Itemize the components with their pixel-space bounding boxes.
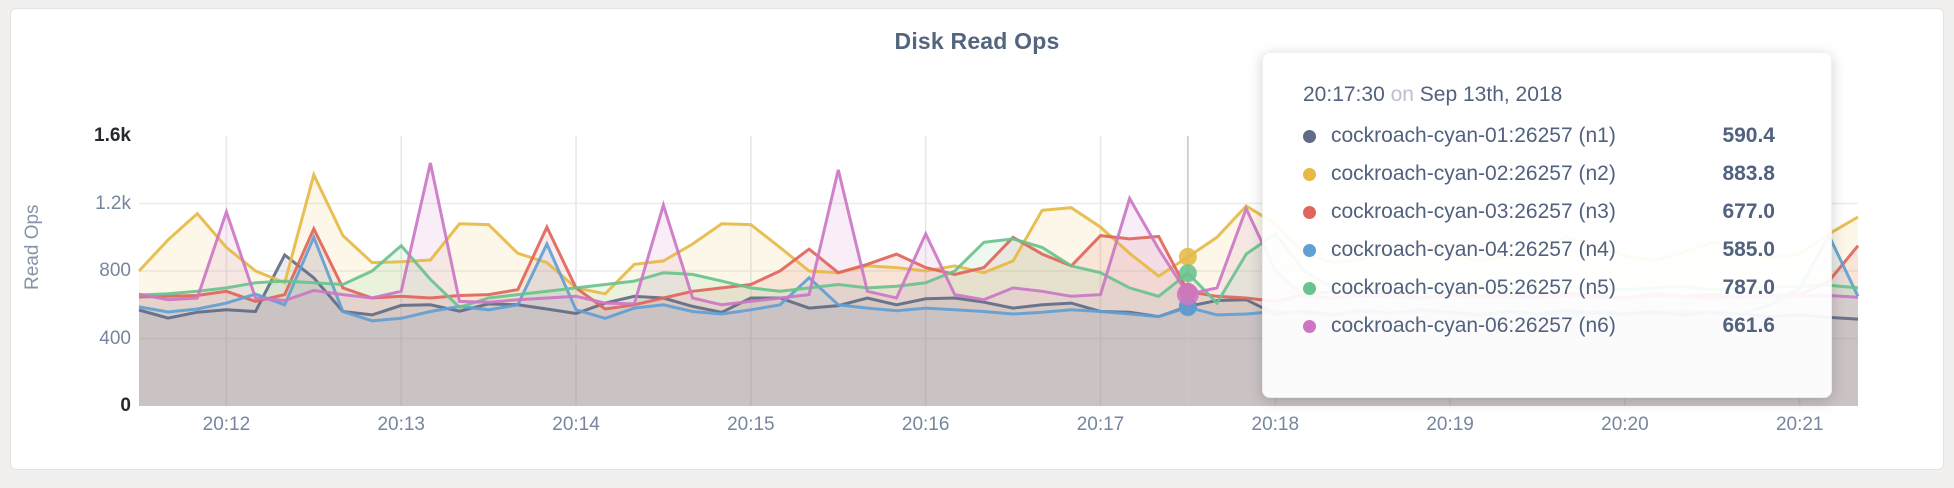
hover-point [1178,247,1197,266]
x-tick-label: 20:17 [1076,414,1125,435]
tooltip-series-row: cockroach-cyan-01:26257 (n1) 590.4 [1303,117,1775,155]
x-tick-label: 20:21 [1775,414,1824,435]
series-color-dot [1303,243,1316,257]
series-name: cockroach-cyan-04:26257 (n4) [1331,238,1616,261]
x-tick-label: 20:19 [1426,414,1474,435]
tooltip-series-row: cockroach-cyan-06:26257 (n6) 661.6 [1303,307,1775,345]
x-tick-label: 20:15 [727,414,775,435]
series-value: 787.0 [1722,276,1775,299]
x-tick-label: 20:13 [377,414,425,435]
y-tick-label: 800 [99,260,131,281]
y-tick-label: 0 [120,395,131,416]
y-tick-label: 1.2k [95,192,131,214]
tooltip-series-row: cockroach-cyan-05:26257 (n5) 787.0 [1303,269,1775,307]
series-color-dot [1303,167,1316,181]
series-color-dot [1303,205,1316,219]
tooltip-rows: cockroach-cyan-01:26257 (n1) 590.4 cockroa… [1303,117,1775,345]
series-value: 883.8 [1722,162,1775,185]
hover-point [1178,264,1197,283]
series-color-dot [1303,319,1316,333]
x-tick-label: 20:14 [552,414,600,435]
tooltip-time: 20:17:30 [1303,83,1385,106]
series-value: 661.6 [1722,314,1775,337]
x-tick-label: 20:12 [202,414,251,435]
x-tick-label: 20:16 [901,414,950,435]
series-name: cockroach-cyan-05:26257 (n5) [1331,276,1616,299]
x-tick-label: 20:18 [1251,414,1300,435]
series-value: 590.4 [1722,124,1775,147]
tooltip-series-row: cockroach-cyan-03:26257 (n3) 677.0 [1303,193,1775,231]
hover-tooltip: 20:17:30 on Sep 13th, 2018 cockroach-cya… [1262,52,1832,398]
tooltip-series-row: cockroach-cyan-04:26257 (n4) 585.0 [1303,231,1775,269]
series-color-dot [1303,129,1316,143]
series-name: cockroach-cyan-06:26257 (n6) [1331,314,1616,337]
series-color-dot [1303,281,1316,295]
y-tick-label: 400 [99,327,131,349]
series-name: cockroach-cyan-03:26257 (n3) [1331,200,1616,223]
tooltip-date: Sep 13th, 2018 [1419,83,1563,106]
tooltip-on-word: on [1390,83,1414,106]
tooltip-header: 20:17:30 on Sep 13th, 2018 [1303,83,1775,107]
x-tick-label: 20:20 [1601,414,1649,435]
tooltip-series-row: cockroach-cyan-02:26257 (n2) 883.8 [1303,155,1775,193]
chart-title: Disk Read Ops [894,28,1060,54]
series-value: 585.0 [1722,238,1775,261]
hover-point [1176,283,1199,306]
y-tick-label: 1.6k [94,125,131,146]
series-value: 677.0 [1722,200,1775,223]
series-name: cockroach-cyan-01:26257 (n1) [1331,124,1616,147]
series-name: cockroach-cyan-02:26257 (n2) [1331,162,1616,185]
